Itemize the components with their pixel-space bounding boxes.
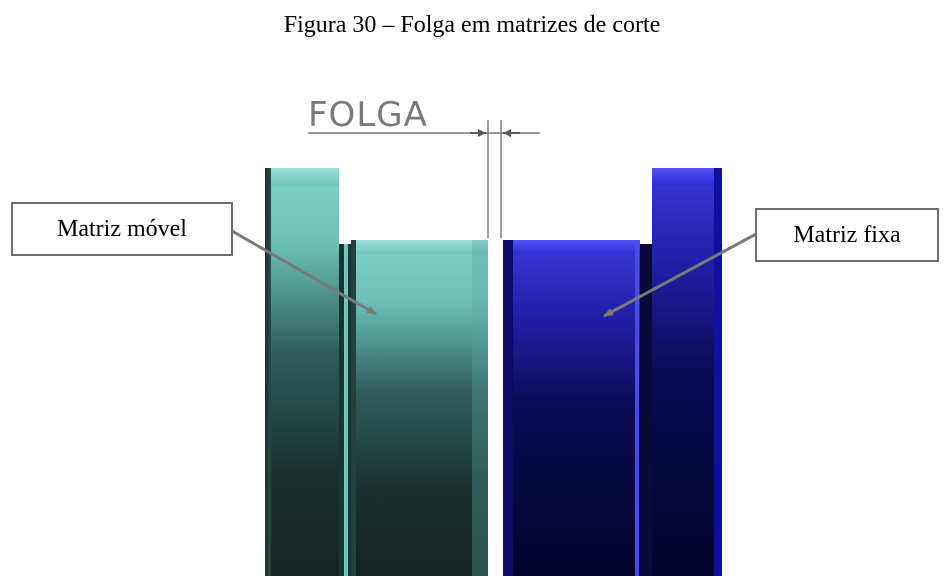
movable-die-pointer <box>231 229 377 316</box>
fixed-die-label: Matriz fixa <box>755 208 939 262</box>
movable-die <box>265 168 488 576</box>
folga-label: FOLGA <box>308 95 428 135</box>
fixed-die <box>503 168 722 576</box>
fixed-die-pointer <box>603 231 759 318</box>
figure-caption: Figura 30 – Folga em matrizes de corte <box>283 12 661 38</box>
movable-die-label: Matriz móvel <box>11 202 233 256</box>
clearance-dimension: FOLGA <box>308 95 540 238</box>
